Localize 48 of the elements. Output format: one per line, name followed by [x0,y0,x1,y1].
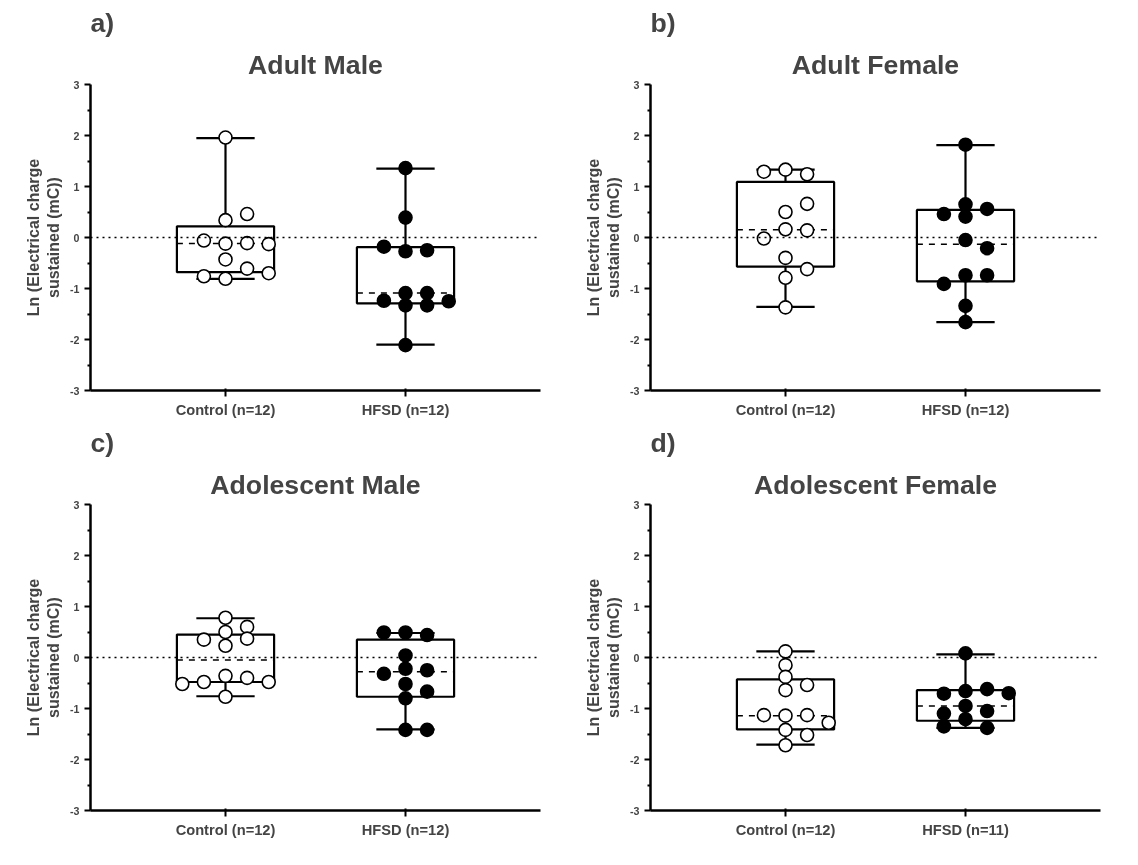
y-tick-label: 0 [73,231,80,244]
y-axis-title: Ln (Electrical charge sustained (mC)) [24,578,63,737]
y-tick-label: 1 [633,180,640,193]
x-tick-label: HFSD (n=12) [921,401,1010,418]
y-tick-label: 1 [633,600,640,613]
y-tick-label: -2 [630,753,640,766]
y-tick-label: -3 [70,804,80,817]
y-tick-label: 0 [73,651,80,664]
y-tick-label: 2 [633,549,640,562]
y-tick-label: -1 [630,702,640,715]
y-axis-title: Ln (Electrical charge sustained (mC)) [584,578,623,737]
chart-title: Adolescent Female [754,469,997,500]
y-tick-label: 1 [73,600,80,613]
y-tick-label: 2 [633,129,640,142]
y-tick-label: 2 [73,549,80,562]
x-tick-label: Control (n=12) [175,401,276,418]
chart-title: Adolescent Male [210,469,421,500]
y-tick-label: -1 [70,282,80,295]
x-tick-label: Control (n=12) [735,401,836,418]
y-tick-label: -3 [630,804,640,817]
y-tick-label: 2 [73,129,80,142]
text: d) [650,427,676,458]
text: a) [90,7,115,38]
x-tick-label: HFSD (n=11) [922,821,1009,838]
y-axis-title: Ln (Electrical charge sustained (mC)) [584,158,623,317]
x-tick-label: HFSD (n=12) [361,401,450,418]
chart-title: Adult Male [248,49,383,80]
y-tick-label: 0 [633,231,640,244]
y-tick-label: -1 [630,282,640,295]
text: c) [90,427,115,458]
y-tick-label: 3 [633,498,640,511]
y-tick-label: -3 [70,384,80,397]
y-tick-label: 0 [633,651,640,664]
y-tick-label: -2 [630,333,640,346]
y-tick-label: -3 [630,384,640,397]
x-tick-label: Control (n=12) [175,821,276,838]
x-tick-label: HFSD (n=12) [361,821,450,838]
y-tick-label: 3 [633,78,640,91]
y-tick-label: 1 [73,180,80,193]
y-tick-label: -1 [70,702,80,715]
y-axis-title: Ln (Electrical charge sustained (mC)) [24,158,63,317]
x-tick-label: Control (n=12) [735,821,836,838]
y-tick-label: 3 [73,78,80,91]
y-tick-label: -2 [70,753,80,766]
y-tick-label: -2 [70,333,80,346]
chart-title: Adult Female [791,49,960,80]
text: b) [650,7,676,38]
y-tick-label: 3 [73,498,80,511]
